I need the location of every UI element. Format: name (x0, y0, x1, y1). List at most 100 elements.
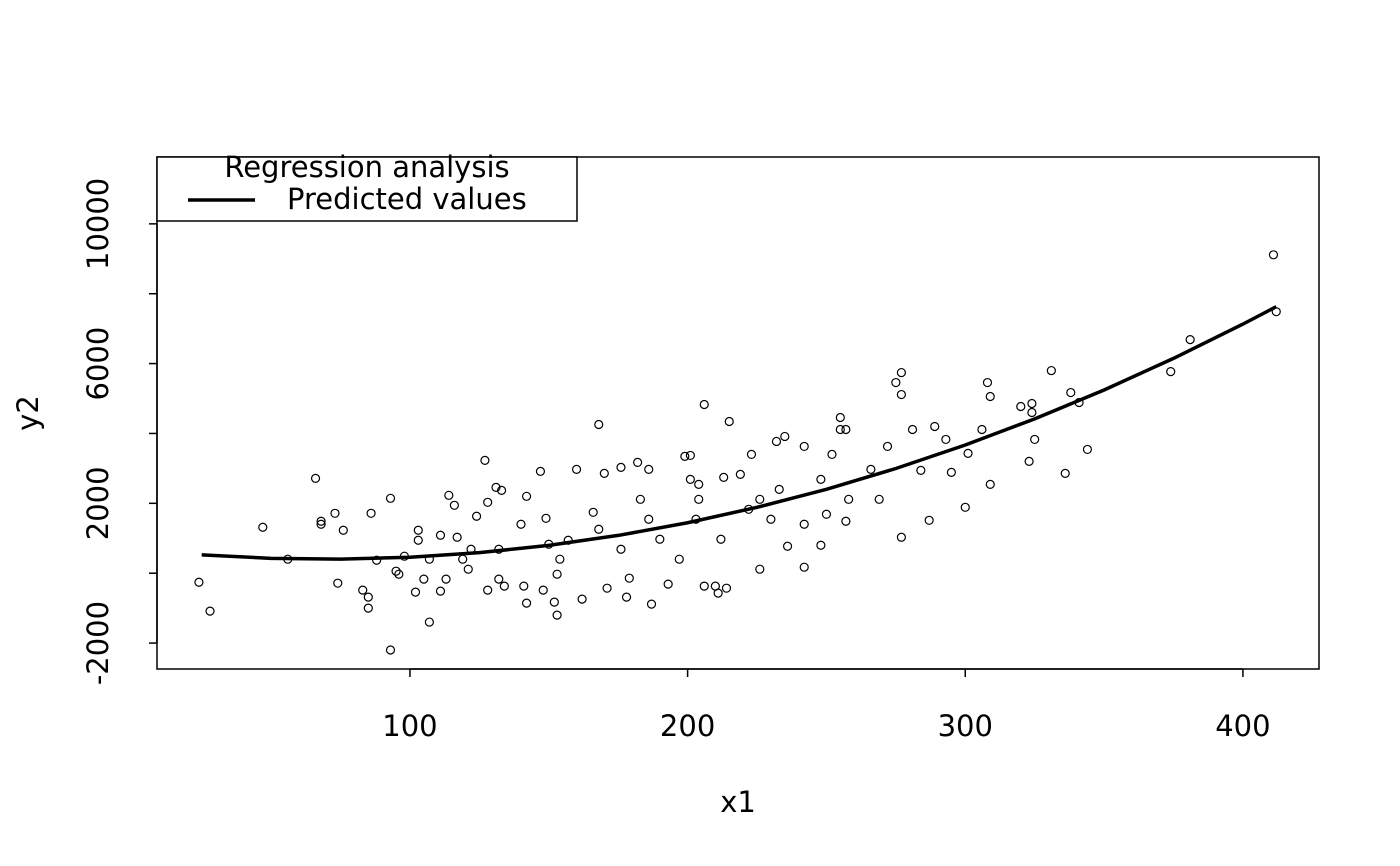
legend-title: Regression analysis (224, 150, 509, 184)
point (716, 534, 726, 544)
point (594, 419, 604, 430)
point (358, 585, 368, 595)
point (755, 564, 765, 574)
point (644, 514, 654, 524)
point (882, 441, 893, 452)
y-axis-label: y2 (11, 395, 45, 431)
point (782, 541, 793, 551)
point (452, 532, 462, 542)
point (841, 424, 851, 435)
point (896, 367, 907, 378)
point (663, 579, 673, 589)
point (735, 469, 745, 479)
point (363, 603, 373, 613)
point (552, 569, 562, 579)
point (694, 494, 704, 504)
point (866, 464, 876, 474)
point (588, 507, 598, 517)
point (766, 514, 776, 524)
point (982, 377, 993, 388)
point (385, 645, 396, 655)
point (594, 524, 604, 534)
point (538, 585, 548, 595)
point (424, 617, 434, 627)
point (552, 610, 562, 620)
point (338, 525, 348, 535)
legend-box (156, 156, 578, 222)
point (413, 525, 423, 535)
point (1030, 434, 1040, 445)
point (635, 494, 646, 504)
point (624, 573, 634, 583)
point (316, 519, 326, 529)
point (194, 577, 204, 587)
point (1046, 365, 1056, 376)
y-tick-label: 6000 (81, 327, 115, 401)
point (441, 574, 451, 584)
point (444, 490, 454, 500)
point (413, 535, 423, 545)
point (363, 592, 373, 602)
point (680, 451, 690, 462)
point (646, 599, 657, 609)
x-tick-label: 100 (382, 709, 437, 743)
point (896, 389, 907, 400)
point (746, 449, 757, 460)
point (963, 448, 973, 458)
point (827, 449, 837, 460)
point (835, 412, 845, 423)
legend-label: Predicted values (287, 182, 527, 216)
point (366, 508, 376, 518)
point (419, 574, 429, 584)
point (633, 457, 643, 468)
point (480, 455, 490, 465)
point (521, 598, 532, 608)
point (205, 606, 215, 616)
point (644, 464, 654, 474)
point (930, 421, 940, 432)
point (372, 555, 382, 565)
point (333, 578, 343, 588)
point (699, 581, 709, 591)
point (549, 597, 559, 607)
point (616, 462, 626, 472)
point (1024, 456, 1034, 466)
point (1060, 468, 1070, 478)
point (535, 466, 546, 476)
point (977, 424, 987, 435)
point (841, 516, 851, 526)
point (816, 474, 826, 484)
point (985, 479, 995, 489)
point (483, 497, 493, 507)
point (519, 581, 529, 591)
point (694, 479, 704, 489)
x-tick-label: 300 (938, 709, 993, 743)
y-tick-label: -2000 (81, 601, 115, 685)
point (724, 416, 734, 427)
point (599, 468, 609, 478)
point (391, 566, 401, 576)
plot-frame (156, 156, 1320, 670)
point (463, 564, 473, 574)
point (499, 581, 509, 591)
point (771, 436, 782, 447)
point (799, 562, 809, 572)
point (713, 588, 723, 598)
point (685, 450, 695, 461)
point (941, 434, 951, 445)
point (816, 540, 826, 550)
point (1027, 398, 1037, 409)
point (602, 583, 612, 593)
point (394, 569, 404, 579)
point (674, 554, 684, 564)
point (621, 592, 632, 602)
point (458, 554, 468, 564)
point (719, 472, 729, 482)
point (985, 391, 995, 402)
fit-line (201, 305, 1278, 561)
point (471, 511, 482, 521)
x-tick-label: 400 (1215, 709, 1270, 743)
point (924, 515, 934, 525)
point (494, 574, 504, 584)
